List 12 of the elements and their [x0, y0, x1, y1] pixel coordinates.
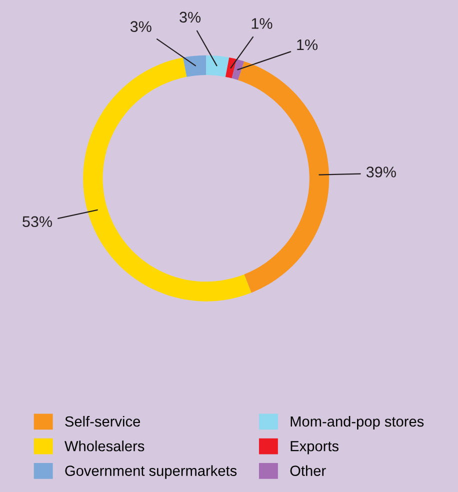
- data-label: 1%: [297, 39, 318, 50]
- legend-label: Wholesalers: [64, 440, 144, 452]
- data-label: 1%: [252, 18, 272, 29]
- data-label: 39%: [366, 166, 396, 178]
- legend-label: Government supermarkets: [65, 465, 237, 479]
- legend-label: Self-service: [65, 416, 140, 427]
- legend-label: Exports: [290, 441, 339, 454]
- legend-label: Mom-and-pop stores: [290, 416, 424, 430]
- data-label: 53%: [22, 216, 52, 228]
- data-label: 3%: [180, 12, 201, 23]
- legend-label: Other: [290, 465, 326, 476]
- data-label: 3%: [130, 21, 152, 32]
